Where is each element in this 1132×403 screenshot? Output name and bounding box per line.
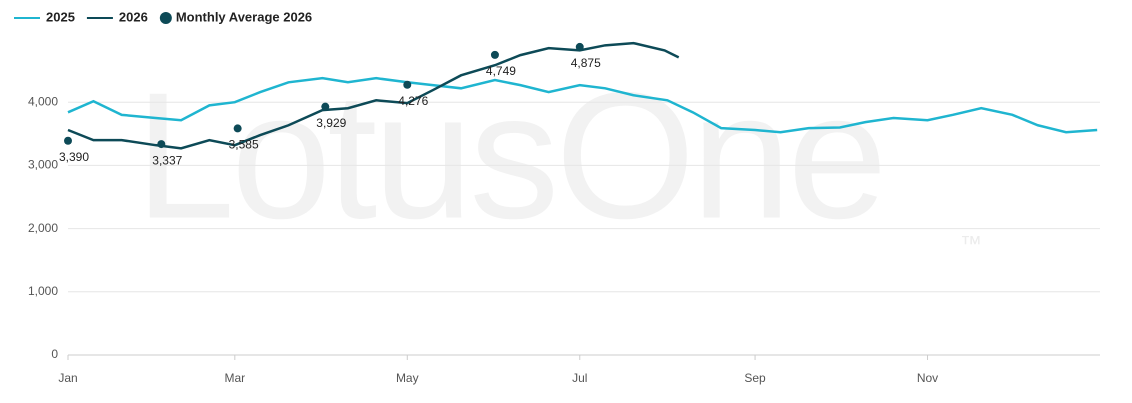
data-label: 3,337: [152, 153, 182, 167]
y-tick-label: 2,000: [28, 221, 58, 235]
x-tick-label: Jul: [572, 371, 587, 385]
average-dot: [490, 50, 499, 59]
legend-label: 2025: [46, 9, 75, 24]
y-tick-label: 1,000: [28, 284, 58, 298]
data-label: 3,929: [316, 116, 346, 130]
x-tick-label: May: [396, 371, 419, 385]
legend-label: Monthly Average 2026: [176, 9, 312, 24]
data-label: 3,585: [229, 138, 259, 152]
average-dot: [157, 140, 166, 149]
line-series: [67, 76, 1098, 134]
average-dot: [64, 136, 72, 145]
x-tick-label: Sep: [744, 371, 766, 385]
data-label: 4,749: [486, 64, 516, 78]
average-dot: [575, 42, 584, 51]
line-series: [67, 41, 680, 150]
x-tick-label: Nov: [917, 371, 938, 385]
legend-marker: [159, 12, 172, 24]
data-label: 4,276: [398, 94, 428, 108]
watermark: LotusOne: [135, 56, 884, 257]
average-dot: [403, 80, 412, 89]
watermark-tm: ™: [960, 231, 982, 256]
x-tick-label: Mar: [224, 371, 245, 385]
y-tick-label: 4,000: [28, 94, 58, 108]
legend-label: 2026: [119, 9, 148, 24]
y-tick-label: 3,000: [28, 158, 58, 172]
average-dot: [321, 102, 330, 111]
data-label: 3,390: [59, 150, 89, 164]
x-tick-label: Jan: [58, 371, 77, 385]
y-tick-label: 0: [51, 347, 58, 361]
data-label: 4,875: [571, 56, 601, 70]
average-dot: [233, 124, 242, 133]
